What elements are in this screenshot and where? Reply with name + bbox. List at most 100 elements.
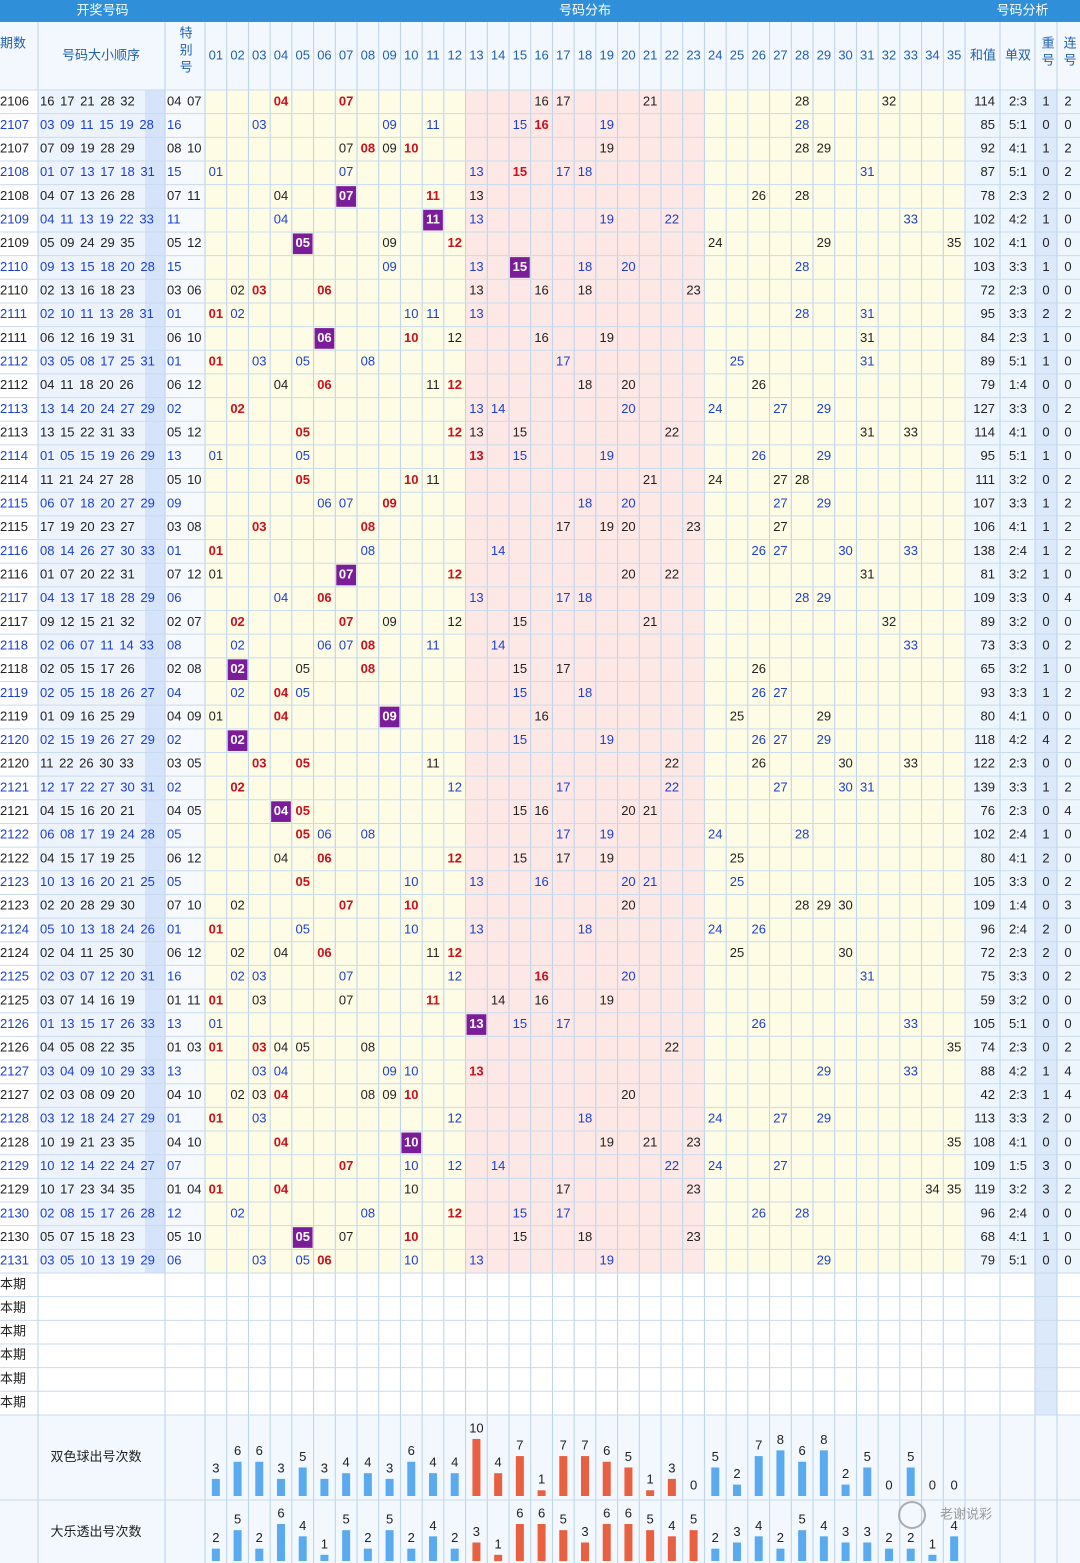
repeat: 0 — [1042, 614, 1049, 629]
dist-number: 10 — [404, 1229, 418, 1244]
sorted-numbers: 10 17 23 34 35 — [40, 1182, 135, 1197]
frequency-count: 1 — [538, 1472, 545, 1487]
repeat: 0 — [1042, 401, 1049, 416]
frequency-bar — [798, 1461, 807, 1496]
special-number: 15 — [167, 164, 181, 179]
header-column: 03 — [252, 47, 266, 62]
dist-number: 13 — [469, 283, 483, 298]
special-number: 04 07 — [167, 93, 202, 108]
frequency-bar — [472, 1438, 481, 1496]
dist-number: 05 — [295, 1229, 309, 1244]
dist-number: 13 — [469, 921, 483, 936]
repeat: 1 — [1042, 1063, 1049, 1078]
consecutive: 0 — [1064, 850, 1071, 865]
frequency-label: 双色球出号次数 — [50, 1449, 141, 1464]
frequency-bar — [689, 1530, 698, 1561]
special-number: 01 — [167, 306, 181, 321]
special-number: 04 09 — [167, 708, 202, 723]
dist-number: 09 — [382, 141, 396, 156]
repeat: 0 — [1042, 472, 1049, 487]
dist-number: 02 — [230, 614, 244, 629]
dist-number: 26 — [751, 756, 765, 771]
consecutive: 0 — [1064, 921, 1071, 936]
special-number: 02 — [167, 401, 181, 416]
dist-number: 29 — [817, 401, 831, 416]
dist-number: 26 — [751, 188, 765, 203]
special-number: 01 — [167, 921, 181, 936]
repeat: 2 — [1042, 1111, 1049, 1126]
odd-even: 3:2 — [1009, 566, 1027, 581]
consecutive: 0 — [1064, 212, 1071, 227]
frequency-bar — [211, 1548, 220, 1561]
sum: 102 — [973, 212, 995, 227]
sum: 89 — [981, 354, 995, 369]
frequency-count: 6 — [603, 1505, 610, 1520]
sorted-numbers: 07 09 19 28 29 — [40, 141, 135, 156]
dist-number: 21 — [643, 93, 657, 108]
dist-number: 02 — [230, 1087, 244, 1102]
repeat: 0 — [1042, 756, 1049, 771]
dist-number: 22 — [665, 212, 679, 227]
consecutive: 2 — [1064, 732, 1071, 747]
frequency-count: 4 — [429, 1518, 436, 1533]
sorted-numbers: 13 14 20 24 27 29 — [40, 401, 155, 416]
frequency-bar — [885, 1548, 893, 1561]
repeat: 0 — [1042, 1253, 1049, 1268]
dist-number: 16 — [534, 330, 548, 345]
sum: 79 — [981, 377, 995, 392]
sorted-numbers: 06 08 17 19 24 28 — [40, 827, 155, 842]
dist-number: 10 — [404, 330, 418, 345]
dist-number: 01 — [209, 708, 223, 723]
dist-number: 31 — [860, 425, 874, 440]
consecutive: 2 — [1064, 1040, 1071, 1055]
period: 2116 — [0, 566, 28, 581]
consecutive: 2 — [1064, 543, 1071, 558]
frequency-count: 6 — [799, 1443, 806, 1458]
dist-number: 03 — [252, 1111, 266, 1126]
period: 2125 — [0, 992, 29, 1007]
repeat: 0 — [1042, 992, 1049, 1007]
dist-number: 07 — [339, 164, 353, 179]
frequency-count: 5 — [907, 1449, 914, 1464]
dist-number: 27 — [773, 779, 787, 794]
odd-even: 2:3 — [1009, 93, 1027, 108]
period: 2128 — [0, 1111, 29, 1126]
frequency-bar — [863, 1467, 872, 1496]
dist-number: 07 — [339, 1158, 353, 1173]
sum: 78 — [981, 188, 995, 203]
dist-number: 35 — [947, 1182, 961, 1197]
dist-number: 28 — [795, 306, 809, 321]
frequency-bar — [515, 1456, 524, 1496]
dist-number: 12 — [447, 1111, 461, 1126]
dist-number: 12 — [447, 235, 461, 250]
dist-number: 18 — [578, 164, 592, 179]
dist-number: 18 — [578, 685, 592, 700]
dist-number: 01 — [209, 992, 223, 1007]
dist-number: 04 — [274, 1134, 289, 1149]
header-odd-even: 单双 — [1005, 47, 1031, 62]
dist-number: 03 — [252, 1253, 266, 1268]
odd-even: 3:3 — [1009, 259, 1027, 274]
period: 2108 — [0, 188, 29, 203]
dist-number: 13 — [469, 212, 483, 227]
header-consecutive: 连号 — [1062, 35, 1077, 70]
frequency-count: 6 — [234, 1443, 241, 1458]
frequency-count: 7 — [516, 1438, 523, 1453]
dist-number: 19 — [599, 141, 613, 156]
frequency-count: 4 — [668, 1518, 675, 1533]
highlight-box — [510, 257, 530, 278]
frequency-bar — [320, 1478, 329, 1496]
consecutive: 0 — [1064, 448, 1071, 463]
frequency-bar — [342, 1473, 351, 1496]
dist-number: 23 — [686, 1182, 700, 1197]
frequency-count: 4 — [343, 1455, 350, 1470]
sum: 113 — [974, 1111, 995, 1126]
dist-number: 27 — [773, 1111, 787, 1126]
dist-number: 28 — [795, 188, 809, 203]
dist-number: 06 — [317, 827, 331, 842]
special-number: 13 — [167, 448, 181, 463]
sorted-numbers: 10 19 21 23 35 — [40, 1134, 135, 1149]
frequency-count: 0 — [690, 1477, 697, 1492]
dist-number: 28 — [795, 117, 809, 132]
repeat: 1 — [1042, 519, 1049, 534]
